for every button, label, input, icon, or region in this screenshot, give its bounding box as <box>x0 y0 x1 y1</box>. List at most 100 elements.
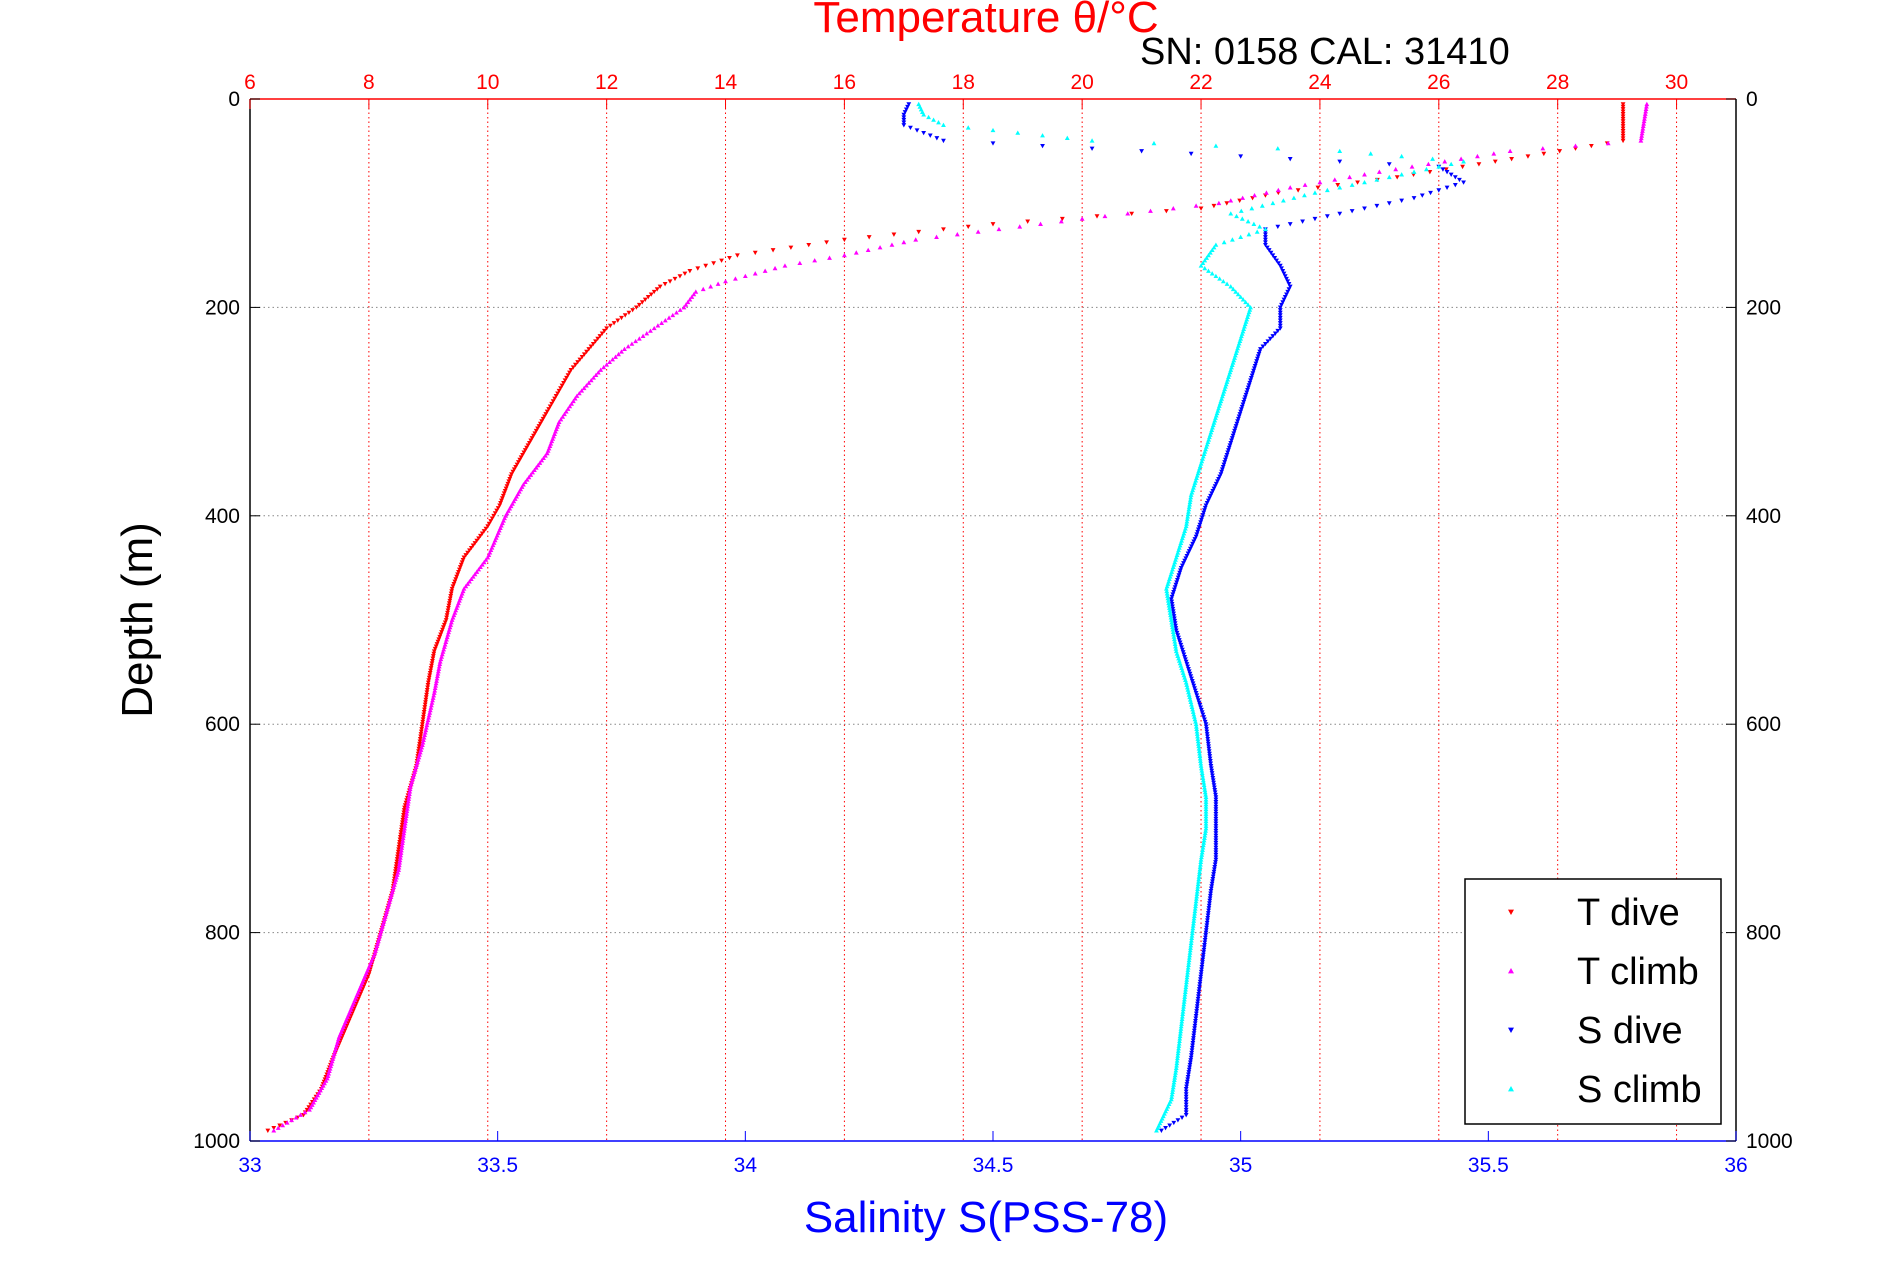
data-point <box>1573 143 1578 148</box>
data-point <box>373 946 379 951</box>
data-point <box>396 862 402 868</box>
data-point <box>486 521 492 527</box>
data-point <box>1195 1001 1200 1007</box>
data-point <box>398 832 404 837</box>
data-point <box>1238 409 1244 414</box>
data-point <box>1176 573 1182 578</box>
data-point <box>941 138 946 144</box>
data-point <box>448 622 454 627</box>
data-point <box>1639 133 1645 138</box>
data-point <box>570 398 576 404</box>
data-point <box>1236 414 1242 419</box>
data-point <box>434 642 440 647</box>
data-point <box>645 295 651 300</box>
data-point <box>1194 1006 1200 1012</box>
data-point <box>442 644 447 649</box>
data-point <box>597 334 603 339</box>
data-point <box>329 1061 334 1066</box>
data-point <box>905 104 910 110</box>
data-point <box>1163 586 1169 591</box>
data-point <box>417 739 423 744</box>
data-point <box>1172 1075 1178 1080</box>
data-point <box>1196 700 1202 705</box>
data-point <box>1171 616 1177 621</box>
data-point <box>1212 864 1218 870</box>
data-point <box>544 450 550 456</box>
data-point <box>827 255 832 260</box>
data-point <box>1184 685 1190 690</box>
data-point <box>1444 185 1450 190</box>
data-point <box>1284 292 1289 297</box>
data-point <box>1197 703 1203 708</box>
data-point <box>463 583 469 589</box>
data-point <box>1295 188 1301 193</box>
data-point <box>1203 935 1208 940</box>
data-point <box>331 1054 336 1059</box>
data-point <box>1638 135 1644 141</box>
data-point <box>1424 166 1429 172</box>
data-point <box>446 606 451 611</box>
data-point <box>1362 206 1367 211</box>
data-point <box>607 359 613 365</box>
data-point <box>1202 789 1208 795</box>
data-point <box>642 297 648 302</box>
data-point <box>449 586 455 592</box>
data-point <box>913 237 919 242</box>
data-point <box>1193 901 1199 906</box>
data-point <box>772 265 778 271</box>
data-point <box>1171 1080 1177 1085</box>
data-point <box>497 503 503 508</box>
data-point <box>1175 1048 1181 1053</box>
data-point <box>423 695 429 700</box>
data-point <box>1197 979 1203 985</box>
data-point <box>1228 198 1234 203</box>
data-point <box>1259 203 1265 208</box>
data-point <box>447 598 453 604</box>
data-point <box>1182 558 1188 564</box>
data-point <box>1209 247 1215 253</box>
data-point <box>1238 154 1244 159</box>
data-point <box>1197 864 1203 869</box>
data-point <box>1177 1033 1183 1039</box>
data-point <box>1208 761 1214 766</box>
data-point <box>456 569 461 575</box>
data-point <box>1163 209 1169 214</box>
data-point <box>1620 138 1626 144</box>
top-tick-label: 12 <box>595 71 618 94</box>
data-point <box>1181 652 1187 657</box>
data-point <box>433 644 439 649</box>
series-s-dive <box>901 102 1466 1133</box>
data-point <box>1193 896 1199 901</box>
data-point <box>1235 416 1241 422</box>
data-point <box>405 799 411 804</box>
data-point <box>1200 955 1206 960</box>
data-point <box>1171 636 1177 642</box>
data-point <box>990 222 996 227</box>
data-point <box>398 848 404 853</box>
data-point <box>417 752 422 757</box>
data-point <box>1347 174 1353 180</box>
data-point <box>399 822 405 828</box>
data-point <box>444 637 449 642</box>
data-point <box>1203 801 1209 807</box>
data-point <box>1213 792 1218 798</box>
data-point <box>524 477 530 482</box>
data-point <box>1287 284 1293 289</box>
data-point <box>381 919 387 924</box>
left-tick-label: 600 <box>205 713 240 736</box>
data-point <box>891 232 897 237</box>
data-point <box>1620 124 1626 129</box>
data-point <box>1199 965 1205 970</box>
data-point <box>399 845 405 850</box>
data-point <box>1179 1014 1185 1019</box>
data-point <box>394 862 399 867</box>
data-point <box>445 632 451 637</box>
data-point <box>1203 826 1209 831</box>
data-point <box>613 354 618 359</box>
data-point <box>1182 994 1188 999</box>
data-point <box>1194 693 1200 698</box>
data-point <box>1641 118 1647 124</box>
data-point <box>1202 833 1208 838</box>
data-point <box>1620 114 1626 119</box>
data-point <box>1189 935 1195 941</box>
